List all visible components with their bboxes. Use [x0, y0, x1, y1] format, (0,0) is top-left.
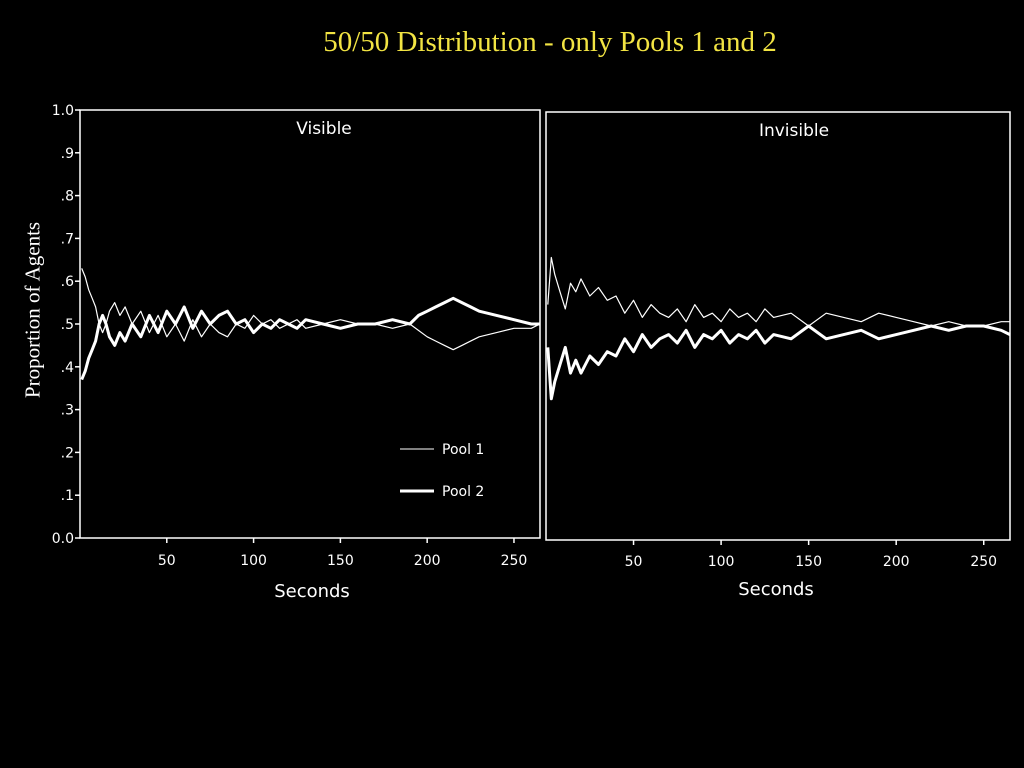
visible-y-tick-label: 1.0	[52, 103, 74, 119]
visible-y-tick-label: .2	[61, 445, 74, 461]
invisible-panel-title: Invisible	[759, 121, 829, 141]
visible-y-tick-label: .7	[61, 231, 74, 247]
visible-y-tick-label: 0.0	[52, 531, 74, 547]
visible-y-tick-label: .1	[61, 488, 74, 504]
visible-x-axis-title: Seconds	[274, 581, 350, 602]
visible-y-tick-label: .5	[61, 317, 74, 333]
visible-y-tick-label: .3	[61, 403, 74, 419]
visible-y-tick-label: .4	[61, 360, 74, 376]
visible-x-tick-label: 200	[414, 553, 441, 569]
legend-pool2-label: Pool 2	[442, 484, 484, 500]
visible-series	[80, 268, 541, 381]
invisible-x-axis-title: Seconds	[738, 579, 814, 600]
visible-y-tick-label: .8	[61, 189, 74, 205]
visible-x-tick-label: 50	[158, 553, 176, 569]
visible-panel: Visible 0.0 .1 .2 .3 .4 .5 .6 .7 .8 .9 1.0 50 100 15…	[52, 103, 541, 602]
visible-x-tick-label: 100	[240, 553, 267, 569]
invisible-pool1-line	[547, 256, 1010, 327]
invisible-x-ticks: 50 100 150 200 250	[625, 540, 997, 570]
slide-title: 50/50 Distribution - only Pools 1 and 2	[323, 26, 777, 58]
visible-y-ticks: 0.0 .1 .2 .3 .4 .5 .6 .7 .8 .9 1.0	[52, 103, 80, 547]
visible-plot-frame	[79, 109, 541, 539]
legend-pool1-label: Pool 1	[442, 442, 484, 458]
visible-x-tick-label: 250	[501, 553, 528, 569]
invisible-panel: Invisible 50 100 150 200 250 Seconds	[545, 111, 1011, 600]
invisible-x-tick-label: 150	[795, 554, 822, 570]
visible-y-tick-label: .9	[61, 146, 74, 162]
visible-x-ticks: 50 100 150 200 250	[158, 538, 527, 569]
invisible-x-tick-label: 50	[625, 554, 643, 570]
visible-panel-title: Visible	[296, 119, 352, 139]
invisible-x-tick-label: 250	[970, 554, 997, 570]
invisible-series	[546, 256, 1011, 401]
visible-pool1-line	[81, 268, 541, 351]
visible-x-tick-label: 150	[327, 553, 354, 569]
invisible-x-tick-label: 100	[708, 554, 735, 570]
visible-pool2-line	[80, 296, 540, 381]
legend: Pool 1 Pool 2	[400, 442, 484, 500]
invisible-pool2-line	[546, 324, 1011, 401]
invisible-plot-frame	[545, 111, 1011, 541]
visible-y-tick-label: .6	[61, 274, 74, 290]
invisible-x-tick-label: 200	[883, 554, 910, 570]
